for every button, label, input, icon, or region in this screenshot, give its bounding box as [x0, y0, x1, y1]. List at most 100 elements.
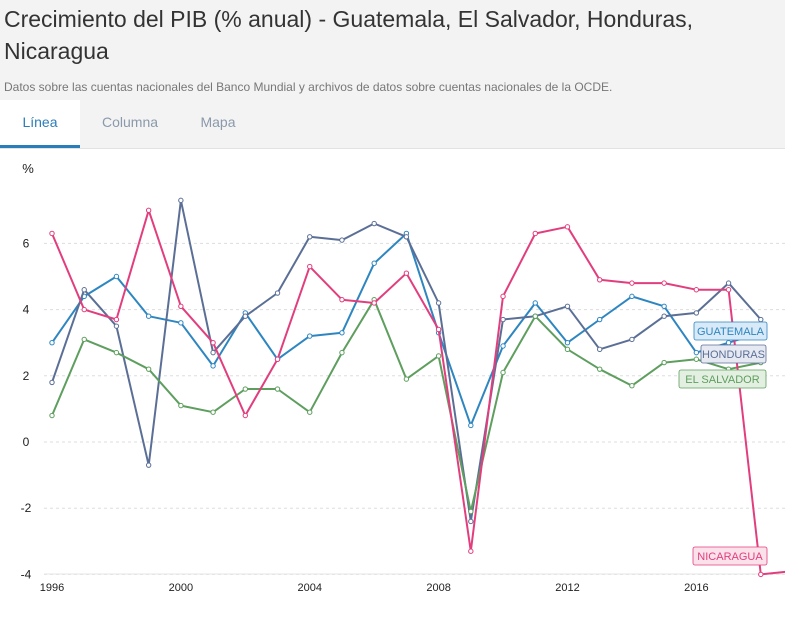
data-point-el-salvador[interactable]	[49, 412, 55, 419]
data-point-honduras[interactable]	[596, 346, 603, 353]
data-point-honduras[interactable]	[500, 316, 506, 323]
data-point-nicaragua[interactable]	[371, 300, 377, 306]
data-point-honduras[interactable]	[178, 197, 184, 204]
data-point-el-salvador[interactable]	[500, 369, 506, 376]
data-point-honduras[interactable]	[81, 287, 87, 293]
data-point-nicaragua[interactable]	[145, 207, 152, 213]
data-point-el-salvador[interactable]	[403, 376, 410, 382]
data-point-el-salvador[interactable]	[145, 366, 152, 372]
data-point-nicaragua[interactable]	[758, 571, 764, 578]
y-tick-label: 6	[23, 236, 30, 250]
data-point-nicaragua[interactable]	[339, 296, 345, 303]
series-nicaragua	[49, 207, 785, 578]
data-point-guatemala[interactable]	[339, 330, 345, 336]
data-point-guatemala[interactable]	[500, 343, 506, 349]
data-point-guatemala[interactable]	[693, 349, 700, 356]
data-point-el-salvador[interactable]	[339, 349, 345, 356]
data-point-honduras[interactable]	[564, 303, 571, 309]
data-point-guatemala[interactable]	[307, 333, 313, 339]
data-point-nicaragua[interactable]	[564, 224, 571, 230]
data-point-honduras[interactable]	[725, 280, 732, 286]
data-point-guatemala[interactable]	[564, 340, 571, 346]
data-point-el-salvador[interactable]	[629, 383, 635, 389]
data-point-nicaragua[interactable]	[629, 280, 635, 286]
tab-linea[interactable]: Línea	[0, 100, 80, 148]
data-point-el-salvador[interactable]	[532, 313, 538, 319]
data-point-nicaragua[interactable]	[435, 326, 442, 333]
data-point-el-salvador[interactable]	[274, 386, 281, 392]
data-point-guatemala[interactable]	[596, 316, 603, 323]
data-point-el-salvador[interactable]	[661, 359, 667, 366]
data-point-honduras[interactable]	[435, 300, 442, 306]
data-point-guatemala[interactable]	[468, 422, 474, 429]
data-point-el-salvador[interactable]	[81, 336, 87, 343]
data-point-nicaragua[interactable]	[596, 277, 603, 283]
data-point-honduras[interactable]	[693, 310, 700, 316]
series-line-honduras[interactable]	[51, 199, 762, 523]
data-point-honduras[interactable]	[145, 462, 152, 468]
data-point-guatemala[interactable]	[725, 340, 732, 346]
data-point-el-salvador[interactable]	[210, 409, 216, 415]
data-point-guatemala[interactable]	[113, 273, 120, 280]
y-tick-label: 0	[23, 435, 30, 449]
data-point-nicaragua[interactable]	[113, 316, 120, 323]
data-point-el-salvador[interactable]	[113, 349, 120, 356]
page-title: Crecimiento del PIB (% anual) - Guatemal…	[4, 6, 694, 64]
data-point-el-salvador[interactable]	[468, 508, 474, 515]
data-point-guatemala[interactable]	[49, 340, 55, 346]
data-point-el-salvador[interactable]	[693, 356, 700, 362]
data-point-honduras[interactable]	[758, 316, 764, 323]
series-line-guatemala[interactable]	[51, 232, 762, 427]
data-point-guatemala[interactable]	[661, 303, 667, 309]
data-point-guatemala[interactable]	[210, 363, 216, 369]
data-point-nicaragua[interactable]	[403, 270, 410, 276]
x-tick-label: 2008	[426, 582, 450, 594]
data-point-nicaragua[interactable]	[693, 287, 700, 293]
data-point-honduras[interactable]	[371, 220, 377, 227]
data-point-guatemala[interactable]	[145, 313, 152, 319]
data-point-honduras[interactable]	[210, 349, 216, 356]
svg-text:GUATEMALA: GUATEMALA	[697, 326, 765, 338]
y-axis-unit: %	[22, 161, 34, 176]
data-point-nicaragua[interactable]	[661, 280, 667, 286]
data-point-honduras[interactable]	[468, 518, 474, 525]
data-point-guatemala[interactable]	[532, 300, 538, 306]
x-tick-label: 2016	[684, 582, 708, 594]
data-point-honduras[interactable]	[661, 313, 667, 319]
data-point-el-salvador[interactable]	[435, 353, 442, 359]
data-point-nicaragua[interactable]	[500, 293, 506, 300]
data-point-honduras[interactable]	[274, 290, 281, 296]
data-point-guatemala[interactable]	[371, 260, 377, 266]
data-point-nicaragua[interactable]	[468, 548, 474, 554]
data-point-nicaragua[interactable]	[49, 230, 55, 237]
tab-columna[interactable]: Columna	[101, 114, 159, 130]
data-point-el-salvador[interactable]	[307, 409, 313, 415]
y-tick-label: 4	[23, 303, 30, 317]
series-line-nicaragua[interactable]	[51, 209, 785, 576]
data-point-honduras[interactable]	[629, 336, 635, 343]
data-point-nicaragua[interactable]	[242, 412, 249, 419]
data-point-nicaragua[interactable]	[178, 303, 184, 309]
data-point-honduras[interactable]	[49, 379, 55, 386]
data-point-nicaragua[interactable]	[307, 263, 313, 270]
data-point-el-salvador[interactable]	[242, 386, 249, 392]
data-point-honduras[interactable]	[307, 234, 313, 240]
x-tick-label: 1996	[40, 582, 64, 594]
data-point-honduras[interactable]	[242, 313, 249, 319]
data-point-nicaragua[interactable]	[210, 340, 216, 346]
data-point-el-salvador[interactable]	[596, 366, 603, 372]
tab-mapa[interactable]: Mapa	[200, 114, 236, 130]
data-point-el-salvador[interactable]	[564, 346, 571, 353]
data-point-nicaragua[interactable]	[81, 306, 87, 313]
data-point-honduras[interactable]	[113, 323, 120, 329]
data-point-guatemala[interactable]	[629, 293, 635, 300]
data-point-el-salvador[interactable]	[178, 402, 184, 409]
data-point-honduras[interactable]	[403, 234, 410, 240]
data-point-nicaragua[interactable]	[532, 230, 538, 237]
data-point-honduras[interactable]	[339, 237, 345, 243]
x-tick-label: 2012	[555, 582, 579, 594]
series-line-el-salvador[interactable]	[51, 298, 762, 513]
data-point-guatemala[interactable]	[178, 320, 184, 326]
data-point-nicaragua[interactable]	[274, 356, 281, 362]
data-point-nicaragua[interactable]	[725, 287, 732, 293]
